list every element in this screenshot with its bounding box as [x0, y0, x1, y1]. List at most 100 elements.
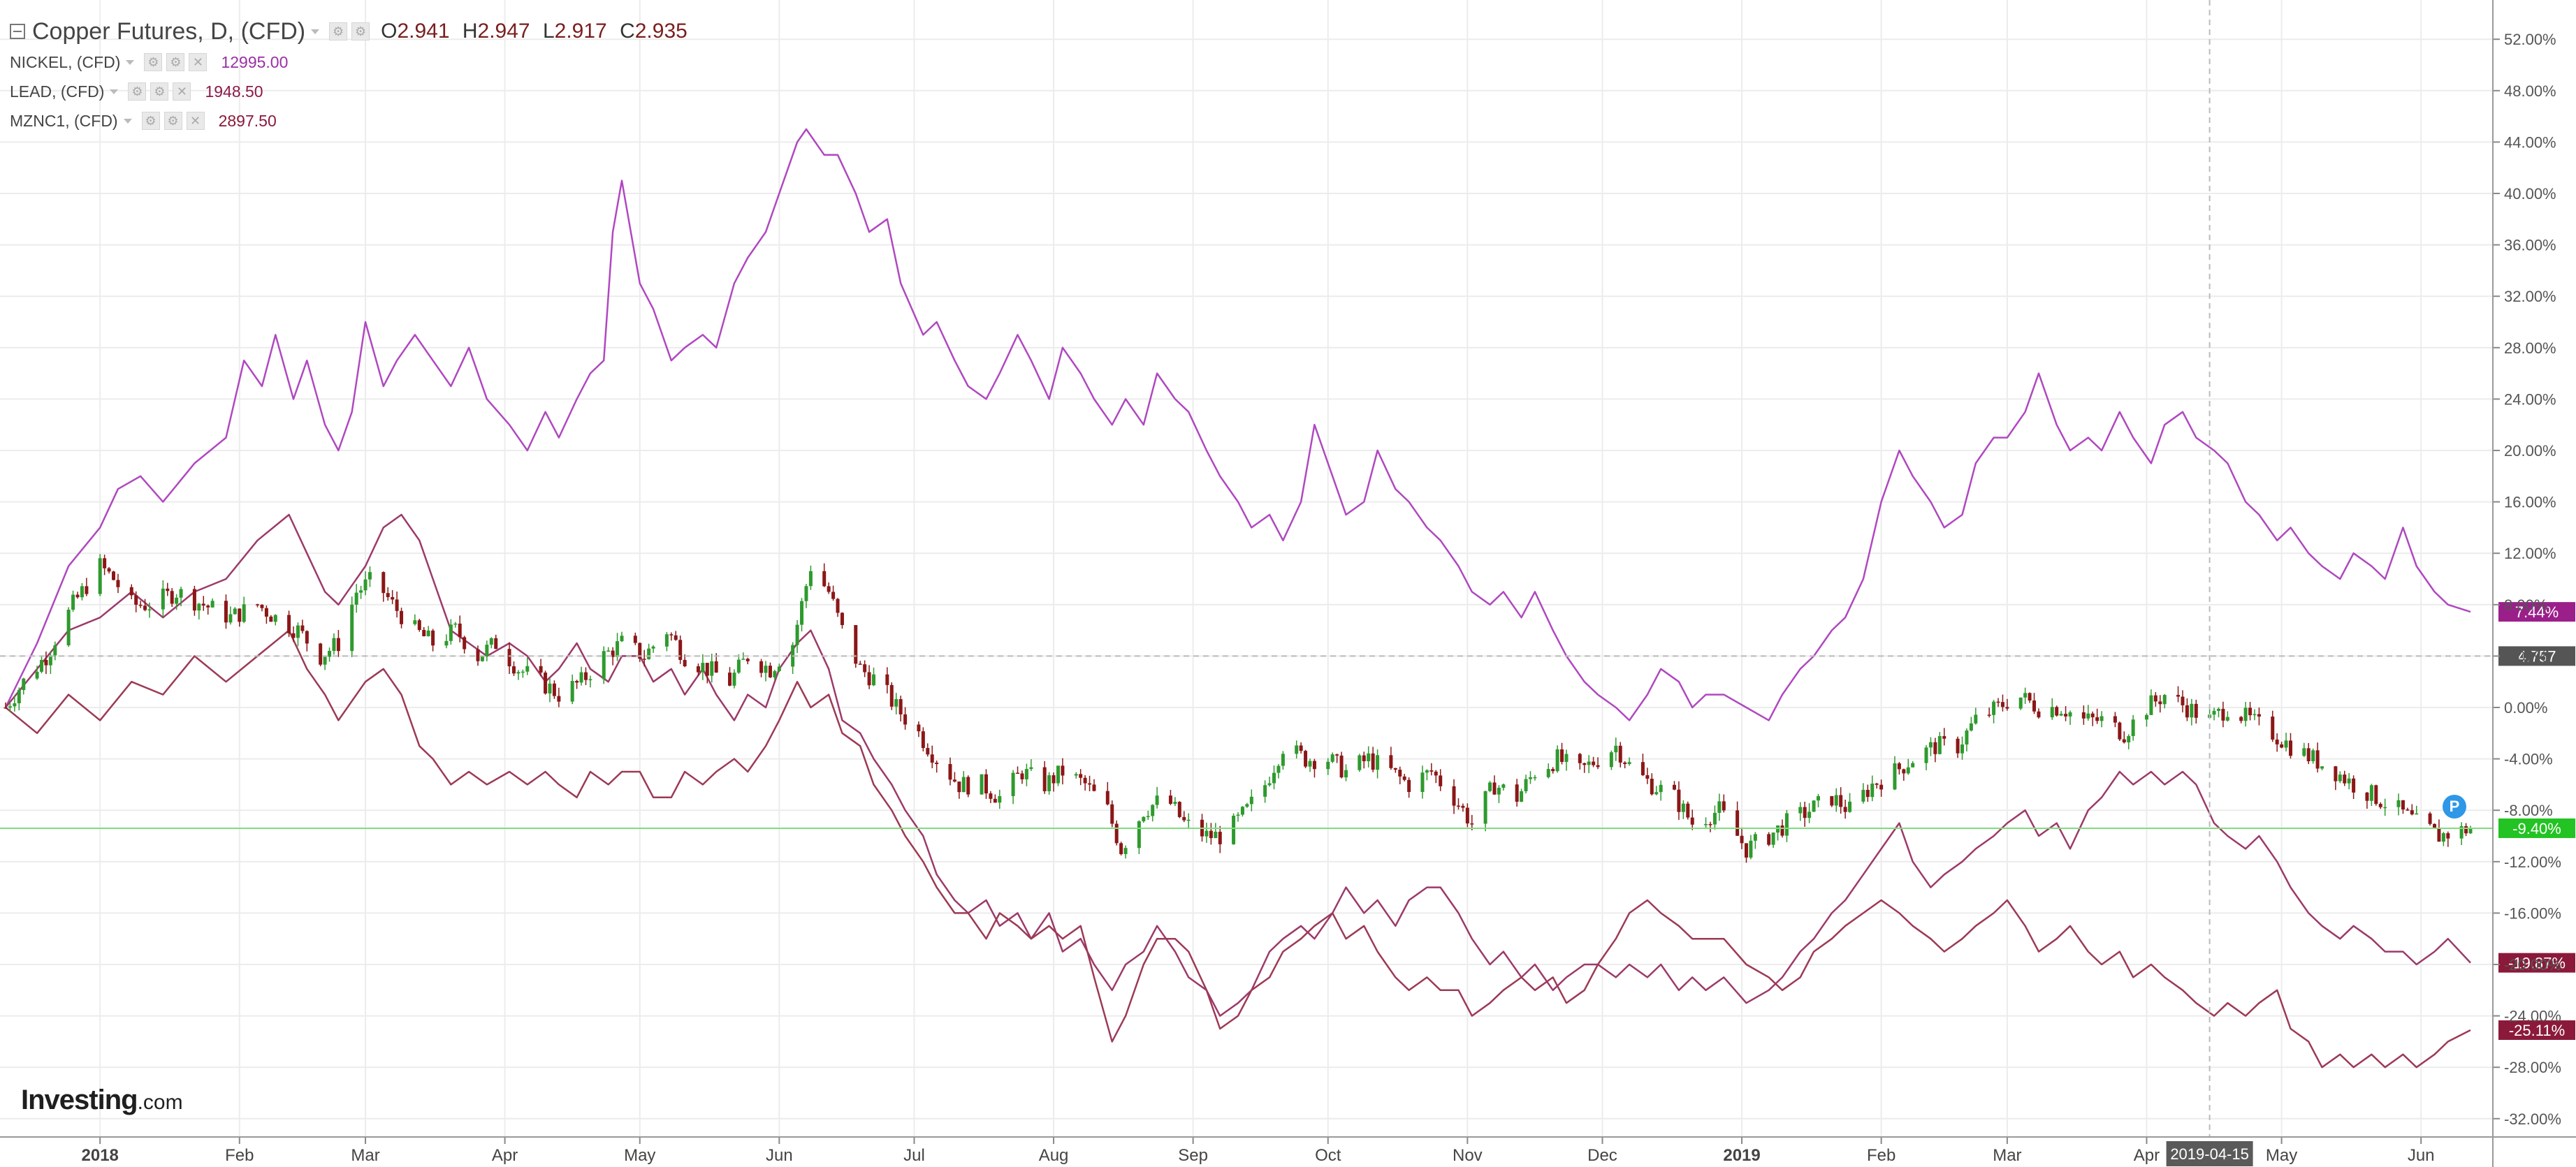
candle-body	[741, 659, 745, 660]
candle-body	[13, 703, 17, 707]
settings-icon[interactable]: ⚙	[141, 112, 160, 130]
legend-series-value: 2897.50	[218, 111, 277, 130]
candle-body	[2302, 748, 2306, 756]
candle-body	[2059, 714, 2063, 716]
candle-body	[1776, 825, 1780, 833]
y-tick-label: -32.00%	[2504, 1110, 2561, 1128]
chevron-down-icon[interactable]	[311, 29, 320, 34]
candle-body	[463, 637, 467, 649]
candle	[22, 677, 26, 695]
candle-body	[273, 615, 277, 622]
candle	[2118, 721, 2122, 741]
x-tick-label: Mar	[1993, 1146, 2021, 1165]
candle	[2248, 702, 2253, 721]
chevron-down-icon[interactable]	[123, 118, 132, 124]
candle-body	[705, 663, 709, 676]
legend-series-nickel[interactable]: NICKEL, (CFD) ⚙ ⚙ ✕ 12995.00	[10, 47, 687, 77]
candle	[1528, 771, 1532, 784]
candle-body	[305, 631, 309, 644]
collapse-icon[interactable]	[10, 24, 25, 39]
settings-icon[interactable]: ⚙	[144, 53, 163, 71]
candle	[2221, 701, 2225, 728]
candle-body	[206, 605, 210, 608]
candle-body	[2271, 716, 2275, 740]
candle	[1236, 812, 1240, 822]
candle-body	[1488, 782, 1492, 791]
candle	[1295, 740, 1299, 759]
candle	[1744, 843, 1748, 863]
candle-body	[1367, 753, 1371, 761]
candle-body	[2100, 716, 2104, 721]
legend-main-row[interactable]: Copper Futures, D, (CFD) ⚙ ⚙ O2.941 H2.9…	[10, 15, 687, 47]
candle	[2018, 697, 2023, 710]
candle	[827, 582, 831, 594]
legend-series-zinc[interactable]: MZNC1, (CFD) ⚙ ⚙ ✕ 2897.50	[10, 106, 687, 135]
close-icon[interactable]: ✕	[186, 112, 205, 130]
legend-series-lead[interactable]: LEAD, (CFD) ⚙ ⚙ ✕ 1948.50	[10, 77, 687, 106]
candle-body	[1389, 755, 1393, 768]
candle-body	[759, 661, 764, 673]
candle	[948, 757, 952, 786]
candle	[759, 659, 764, 677]
candle	[1893, 756, 1897, 791]
candle-body	[1650, 779, 1654, 795]
gear-icon[interactable]: ⚙	[166, 53, 185, 71]
candle-body	[1429, 770, 1434, 772]
candle	[1911, 761, 1915, 768]
ohlc-readout: O2.941 H2.947 L2.917 C2.935	[381, 20, 687, 43]
settings-icon[interactable]: ⚙	[329, 22, 348, 41]
candle	[1389, 747, 1393, 770]
candle	[795, 619, 799, 654]
candle-body	[2005, 707, 2009, 709]
candle-body	[1083, 777, 1087, 784]
candle-body	[2050, 707, 2054, 718]
x-tick-label: May	[624, 1146, 655, 1165]
candle-body	[1209, 830, 1213, 839]
candle-body	[35, 671, 39, 679]
candle-body	[966, 777, 970, 795]
candle	[1105, 781, 1109, 806]
p-badge[interactable]: P	[2443, 795, 2466, 819]
close-icon[interactable]: ✕	[189, 53, 208, 71]
chevron-down-icon[interactable]	[110, 89, 119, 94]
candle	[1627, 757, 1631, 766]
candle-body	[669, 634, 674, 636]
candle	[2158, 695, 2162, 713]
candle	[166, 582, 170, 596]
candle-body	[1780, 825, 1784, 836]
close-icon[interactable]: ✕	[173, 82, 191, 101]
candle-body	[336, 638, 340, 652]
candle-body	[8, 706, 12, 708]
candle-body	[557, 696, 561, 702]
candle-body	[179, 589, 183, 598]
gear-icon[interactable]: ⚙	[163, 112, 182, 130]
candle-body	[1933, 742, 1937, 754]
candle	[885, 667, 889, 693]
candle-body	[2185, 705, 2189, 718]
legend-series-name: MZNC1, (CFD)	[10, 111, 118, 130]
price-label-bg	[2498, 602, 2575, 622]
ohlc-close: 2.935	[634, 20, 687, 43]
candle	[413, 614, 417, 626]
candle-body	[1704, 824, 1708, 825]
candle-body	[1520, 791, 1524, 802]
candle	[2437, 819, 2441, 842]
gear-icon[interactable]: ⚙	[150, 82, 169, 101]
y-tick-label: -24.00%	[2504, 1008, 2561, 1025]
candle-body	[1942, 736, 1946, 739]
candle	[2432, 823, 2436, 828]
candle-body	[300, 625, 305, 631]
candle	[2100, 711, 2104, 728]
chevron-down-icon[interactable]	[126, 59, 135, 65]
candle	[1182, 811, 1186, 823]
candle	[1425, 769, 1429, 781]
candle-body	[1326, 761, 1330, 770]
candle	[1839, 787, 1843, 814]
candle-body	[575, 681, 579, 683]
settings-icon[interactable]: ⚙	[128, 82, 147, 101]
candle-body	[889, 684, 894, 707]
candle	[1690, 809, 1694, 830]
candle	[638, 642, 642, 662]
gear-icon[interactable]: ⚙	[351, 22, 370, 41]
